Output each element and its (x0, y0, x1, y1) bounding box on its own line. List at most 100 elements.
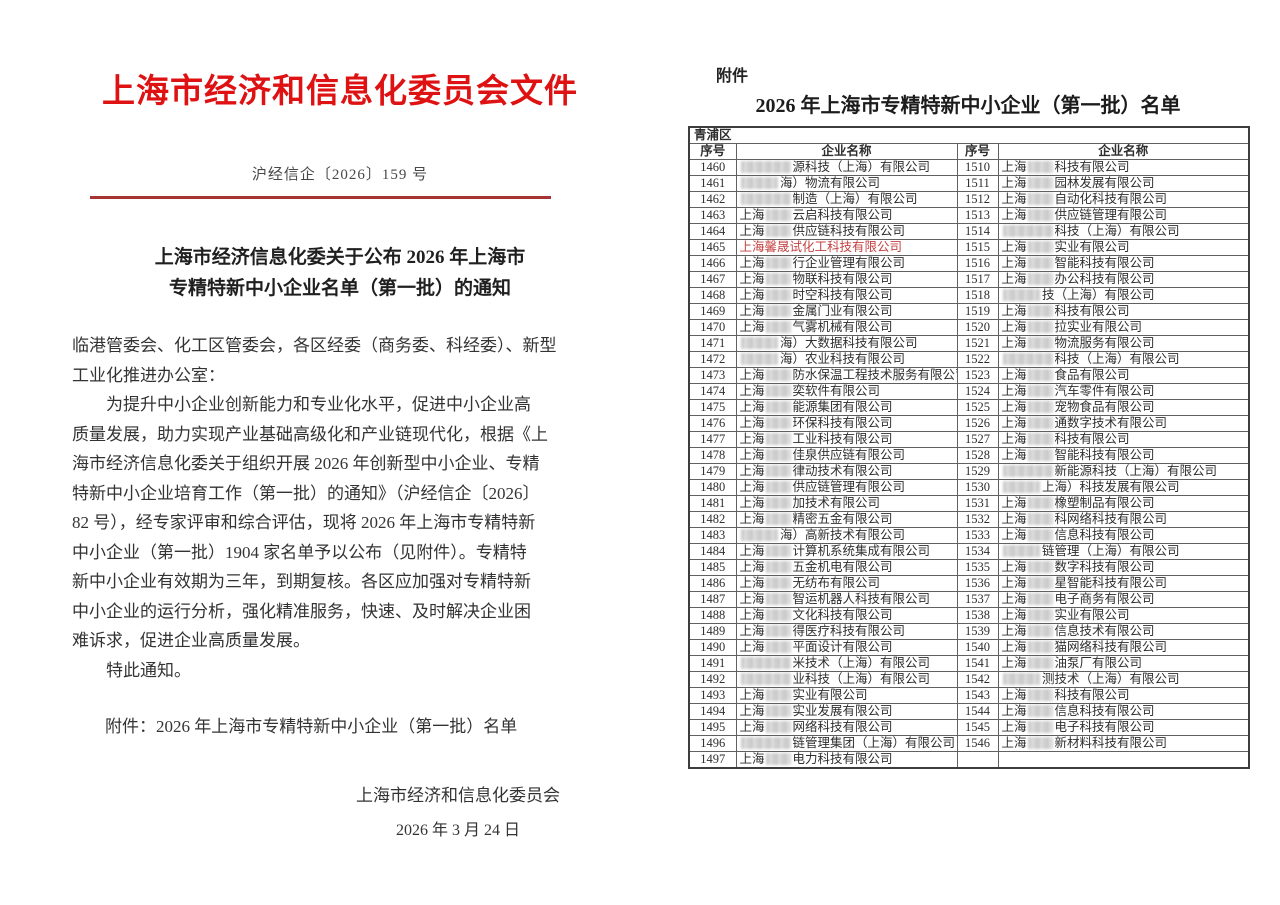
body-line: 质量发展，助力实现产业基础高级化和产业链现代化，根据《上 (72, 424, 548, 444)
redaction-blur (1002, 353, 1053, 365)
seq-cell: 1487 (688, 591, 737, 608)
document-body: 临港管委会、化工区管委会，各区经委（商务委、科经委）、新型 工业化推进办公室： 为… (72, 331, 572, 685)
redaction-blur (1002, 289, 1040, 301)
company-name-text: 上海 (1001, 448, 1027, 463)
company-name-text: 上海 (739, 320, 765, 335)
company-name-text: 上海）科技发展有限公司 (1042, 480, 1180, 495)
seq-cell: 1478 (688, 447, 737, 464)
body-line: 中小企业的运行分析，强化精准服务，快速、及时解决企业困 (72, 601, 531, 621)
company-name-text: 海）高新技术有限公司 (780, 528, 906, 543)
redaction-blur (765, 417, 791, 429)
seq-cell: 1489 (688, 623, 737, 640)
company-name-text: 上海 (1001, 320, 1027, 335)
seq-cell: 1488 (688, 607, 737, 624)
company-name-text: 计算机系统集成有限公司 (792, 544, 931, 559)
company-cell: 业科技（上海）有限公司 (735, 671, 958, 688)
company-cell: 米技术（上海）有限公司 (735, 655, 958, 672)
company-cell: 上海 防水保温工程技术服务有限公司 (735, 367, 958, 384)
table-row: 1476 上海 环保科技有限公司 1526 上海 通数字技术有限公司 (688, 415, 1250, 432)
company-name-text: 上海 (739, 448, 765, 463)
company-cell: 上海 宠物食品有限公司 (997, 399, 1250, 416)
body-line: 中小企业（第一批）1904 家名单予以公布（见附件）。专精特 (72, 542, 527, 562)
company-name-text: 上海 (1001, 384, 1027, 399)
redaction-blur (740, 737, 791, 749)
redaction-blur (1027, 721, 1053, 733)
issue-date: 2026 年 3 月 24 日 (395, 822, 520, 839)
company-name-text: 时空科技有限公司 (792, 288, 893, 303)
company-name-text: 上海 (1001, 432, 1027, 447)
body-line: 工业化推进办公室： (72, 365, 225, 385)
company-name-text: 行企业管理有限公司 (792, 256, 906, 271)
company-cell: 上海 智能科技有限公司 (997, 255, 1250, 272)
redaction-blur (740, 337, 778, 349)
company-name-text: 上海 (739, 720, 765, 735)
table-row: 1479 上海 律动技术有限公司 1529 新能源科技（上海）有限公司 (688, 463, 1250, 480)
company-cell: 上海 网络科技有限公司 (735, 719, 958, 736)
seq-cell: 1514 (956, 223, 999, 240)
company-name-text: 平面设计有限公司 (792, 640, 893, 655)
body-line: 新中小企业有效期为三年，到期复核。各区应加强对专精特新 (72, 572, 531, 591)
company-table: 青浦区 序号 企业名称 序号 企业名称 1460 源科技（上海）有限公司 1510 上… (688, 126, 1251, 769)
red-divider-rule (90, 196, 551, 199)
company-name-text: 上海 (1001, 704, 1027, 719)
company-cell: 上海 实业有限公司 (735, 687, 958, 704)
redaction-blur (765, 609, 791, 621)
seq-cell: 1530 (956, 479, 999, 496)
company-name-text: 科技（上海）有限公司 (1054, 224, 1180, 239)
redaction-blur (1027, 449, 1053, 461)
company-name-text: 海）大数据科技有限公司 (780, 336, 918, 351)
company-name-text: 测技术（上海）有限公司 (1042, 672, 1180, 687)
company-name-text: 上海 (1001, 208, 1027, 223)
company-cell: 上海 能源集团有限公司 (735, 399, 958, 416)
redaction-blur (1027, 193, 1053, 205)
company-name-text: 加技术有限公司 (792, 496, 881, 511)
redaction-blur (765, 401, 791, 413)
company-name-text: 链管理集团（上海）有限公司 (792, 736, 956, 751)
redaction-blur (1027, 641, 1053, 653)
table-row: 1497 上海 电力科技有限公司 (688, 751, 1250, 769)
company-cell: 上海 油泵厂有限公司 (997, 655, 1250, 672)
company-cell: 海）高新技术有限公司 (735, 527, 958, 544)
attachment-label: 附件 (716, 68, 749, 85)
company-name-text: 上海 (1001, 256, 1027, 271)
company-name-text: 网络科技有限公司 (792, 720, 893, 735)
table-row: 1494 上海 实业发展有限公司 1544 上海 信息科技有限公司 (688, 703, 1250, 720)
col-header-name-left: 企业名称 (735, 143, 958, 160)
redaction-blur (1027, 273, 1053, 285)
redaction-blur (1027, 705, 1053, 717)
table-row: 1492 业科技（上海）有限公司 1542 测技术（上海）有限公司 (688, 671, 1250, 688)
table-row: 1495 上海 网络科技有限公司 1545 上海 电子科技有限公司 (688, 719, 1250, 736)
company-cell: 技（上海）有限公司 (997, 287, 1250, 304)
seq-cell: 1527 (956, 431, 999, 448)
company-cell: 上海 环保科技有限公司 (735, 415, 958, 432)
company-name-text: 上海 (1001, 624, 1027, 639)
redaction-blur (765, 513, 791, 525)
table-row: 1490 上海 平面设计有限公司 1540 上海 猫网络科技有限公司 (688, 639, 1250, 656)
seq-cell: 1542 (956, 671, 999, 688)
company-name-text: 云启科技有限公司 (792, 208, 893, 223)
seq-cell: 1468 (688, 287, 737, 304)
company-cell: 海）物流有限公司 (735, 175, 958, 192)
company-cell: 上海 橡塑制品有限公司 (997, 495, 1250, 512)
company-cell: 上海 行企业管理有限公司 (735, 255, 958, 272)
redaction-blur (1027, 657, 1053, 669)
company-name-text: 佳泉供应链有限公司 (792, 448, 906, 463)
company-name-text: 上海 (1001, 608, 1027, 623)
redaction-blur (765, 705, 791, 717)
company-name-text: 上海 (739, 608, 765, 623)
seq-cell: 1516 (956, 255, 999, 272)
org-header: 上海市经济和信息化委员会文件 (102, 74, 578, 110)
body-line: 海市经济信息化委关于组织开展 2026 年创新型中小企业、专精 (72, 454, 540, 473)
company-cell: 科技（上海）有限公司 (997, 351, 1250, 368)
company-name-text: 上海 (1001, 368, 1027, 383)
col-header-seq-left: 序号 (688, 143, 737, 160)
seq-cell: 1465 (688, 239, 737, 256)
company-name-text: 星智能科技有限公司 (1054, 576, 1168, 591)
company-cell: 制造（上海）有限公司 (735, 191, 958, 208)
company-name-text: 上海 (739, 640, 765, 655)
redaction-blur (740, 177, 778, 189)
company-name-text: 源科技（上海）有限公司 (792, 160, 931, 175)
seq-cell: 1460 (688, 159, 737, 176)
seq-cell: 1541 (956, 655, 999, 672)
company-cell: 海）农业科技有限公司 (735, 351, 958, 368)
